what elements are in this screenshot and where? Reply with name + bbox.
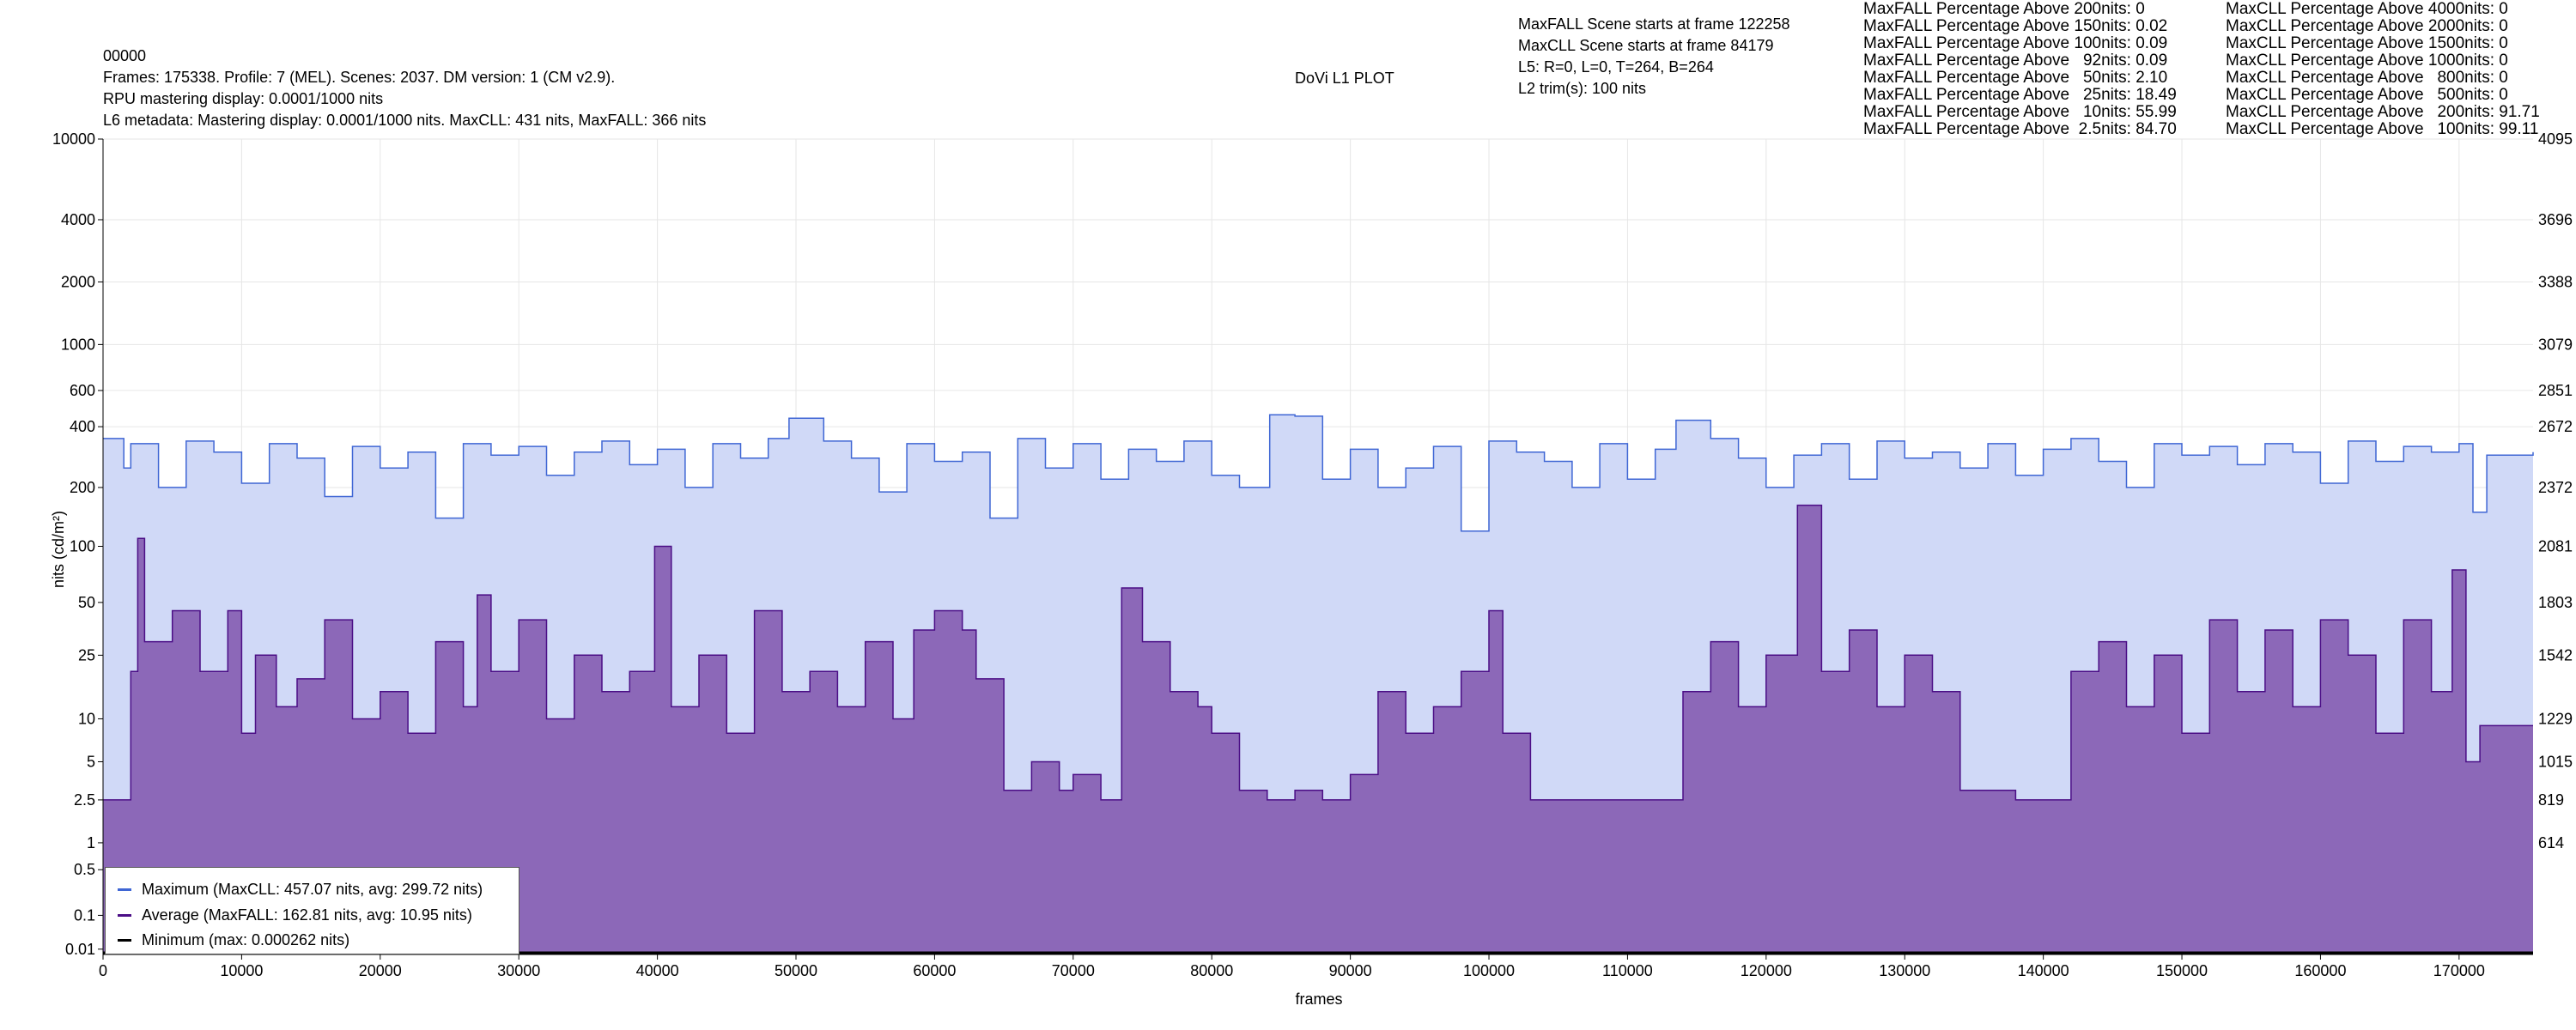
maxfall-stat: MaxFALL Percentage Above 100nits: 0.09 [1863,34,2168,52]
y-tick-label: 5 [87,753,95,770]
y-tick-label: 2.5 [74,791,95,809]
y-right-tick-label: 2851 [2538,382,2573,399]
y-right-tick-label: 614 [2538,834,2564,851]
plot-areas [103,414,2534,954]
maxfall-scene-info: MaxFALL Scene starts at frame 122258 [1518,15,1790,33]
x-tick-label: 40000 [636,962,679,979]
x-tick-label: 10000 [220,962,263,979]
maxcll-scene-info: MaxCLL Scene starts at frame 84179 [1518,37,1774,54]
y-tick-label: 10 [78,710,95,727]
maxfall-stat: MaxFALL Percentage Above 150nits: 0.02 [1863,17,2168,35]
x-tick-label: 60000 [913,962,956,979]
legend-item-average: Average (MaxFALL: 162.81 nits, avg: 10.9… [118,904,472,926]
legend-swatch-maximum [118,888,131,891]
maxfall-stat: MaxFALL Percentage Above 50nits: 2.10 [1863,69,2168,87]
maxfall-stat: MaxFALL Percentage Above 25nits: 18.49 [1863,86,2177,104]
axes: 1000040002000100060040020010050251052.51… [52,130,2573,979]
maxcll-stat: MaxCLL Percentage Above 2000nits: 0 [2226,17,2508,35]
y-tick-label: 100 [70,537,95,554]
y-tick-label: 0.1 [74,906,95,924]
maxfall-stat: MaxFALL Percentage Above 10nits: 55.99 [1863,103,2177,121]
y-tick-label: 200 [70,479,95,496]
legend-swatch-minimum [118,938,131,942]
y-tick-label: 0.01 [65,941,95,958]
x-tick-label: 50000 [775,962,817,979]
x-tick-label: 130000 [1879,962,1930,979]
rpu-info: RPU mastering display: 0.0001/1000 nits [103,90,384,107]
y-tick-label: 4000 [61,211,95,228]
l2-trim-info: L2 trim(s): 100 nits [1518,80,1647,97]
x-tick-label: 110000 [1602,962,1653,979]
x-tick-label: 100000 [1463,962,1515,979]
chart-legend: Maximum (MaxCLL: 457.07 nits, avg: 299.7… [105,867,519,954]
maxcll-stat: MaxCLL Percentage Above 4000nits: 0 [2226,0,2508,18]
legend-label-average: Average (MaxFALL: 162.81 nits, avg: 10.9… [142,906,472,924]
y-right-tick-label: 3079 [2538,336,2573,353]
x-tick-label: 150000 [2156,962,2208,979]
y-axis-label: nits (cd/m²) [50,511,67,588]
y-tick-label: 50 [78,594,95,611]
legend-label-maximum: Maximum (MaxCLL: 457.07 nits, avg: 299.7… [142,880,483,898]
legend-label-minimum: Minimum (max: 0.000262 nits) [142,930,350,948]
y-tick-label: 1 [87,834,95,851]
maxcll-stat: MaxCLL Percentage Above 1000nits: 0 [2226,52,2508,70]
x-tick-label: 120000 [1741,962,1792,979]
x-tick-label: 80000 [1190,962,1233,979]
y-tick-label: 400 [70,418,95,435]
maxfall-stat: MaxFALL Percentage Above 2.5nits: 84.70 [1863,120,2177,138]
y-tick-label: 600 [70,382,95,399]
y-right-tick-label: 1542 [2538,646,2573,663]
maxcll-stat: MaxCLL Percentage Above 100nits: 99.11 [2226,120,2539,138]
average-line [103,504,2533,801]
y-right-tick-label: 819 [2538,791,2564,809]
y-tick-label: 1000 [61,336,95,353]
x-tick-label: 0 [99,962,107,979]
l5-info: L5: R=0, L=0, T=264, B=264 [1518,58,1714,76]
y-right-tick-label: 1803 [2538,594,2573,611]
y-right-tick-label: 1015 [2538,753,2573,770]
y-tick-label: 10000 [52,130,95,148]
x-tick-label: 140000 [2018,962,2069,979]
x-tick-label: 20000 [359,962,402,979]
y-tick-label: 2000 [61,273,95,290]
y-right-tick-label: 3696 [2538,211,2573,228]
x-tick-label: 170000 [2433,962,2485,979]
x-axis-label: frames [1295,991,1342,1008]
legend-item-minimum: Minimum (max: 0.000262 nits) [118,929,349,951]
frames-info: Frames: 175338. Profile: 7 (MEL). Scenes… [103,69,616,86]
maxcll-stat: MaxCLL Percentage Above 800nits: 0 [2226,69,2508,87]
chart-title: DoVi L1 PLOT [1295,70,1394,87]
x-tick-label: 90000 [1329,962,1372,979]
maxcll-stat: MaxCLL Percentage Above 500nits: 0 [2226,86,2508,104]
average-area [103,505,2533,954]
maxfall-stat: MaxFALL Percentage Above 92nits: 0.09 [1863,52,2168,70]
y-right-tick-label: 3388 [2538,273,2573,290]
legend-swatch-average [118,913,131,917]
y-right-tick-label: 2372 [2538,479,2573,496]
maxcll-stat: MaxCLL Percentage Above 200nits: 91.71 [2226,103,2540,121]
x-tick-label: 30000 [497,962,540,979]
x-tick-label: 70000 [1052,962,1095,979]
y-tick-label: 25 [78,646,95,663]
plot-id: 00000 [103,47,147,64]
maximum-line [103,414,2534,532]
y-tick-label: 0.5 [74,861,95,878]
l6-info: L6 metadata: Mastering display: 0.0001/1… [103,112,707,129]
maxcll-stat: MaxCLL Percentage Above 1500nits: 0 [2226,34,2508,52]
y-right-tick-label: 2081 [2538,537,2573,554]
maxfall-stat: MaxFALL Percentage Above 200nits: 0 [1863,0,2145,18]
legend-item-maximum: Maximum (MaxCLL: 457.07 nits, avg: 299.7… [118,878,483,900]
y-right-tick-label: 2672 [2538,418,2573,435]
x-tick-label: 160000 [2294,962,2346,979]
y-right-tick-label: 1229 [2538,710,2573,727]
y-right-tick-label: 4095 [2538,130,2573,148]
